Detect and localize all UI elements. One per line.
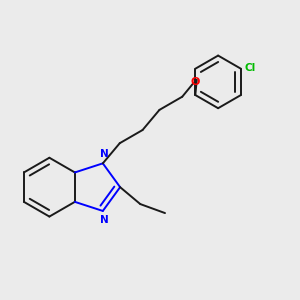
Text: Cl: Cl <box>244 63 256 73</box>
Text: N: N <box>100 215 109 225</box>
Text: O: O <box>190 76 200 87</box>
Text: N: N <box>100 149 109 159</box>
